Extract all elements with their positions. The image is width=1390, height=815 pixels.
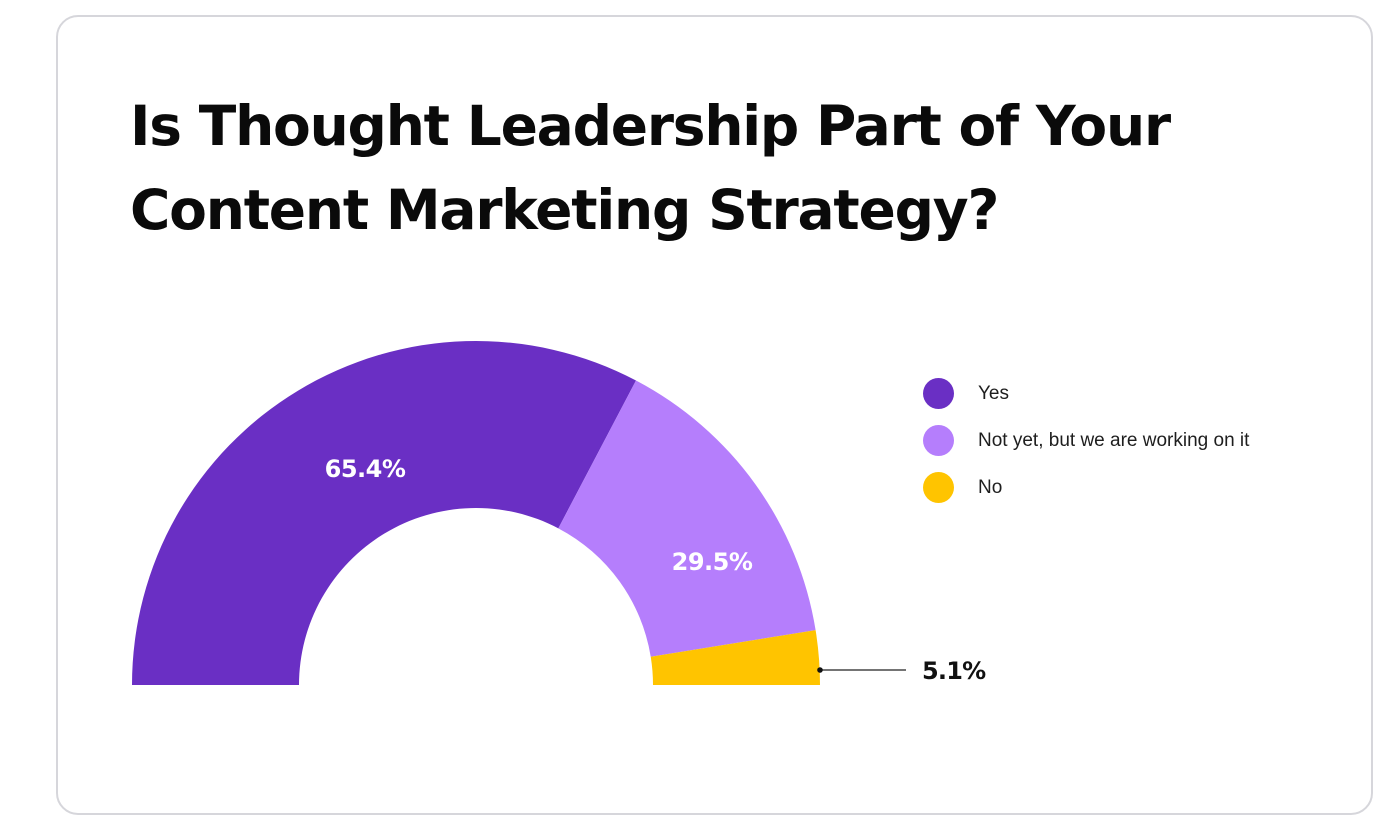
legend-dot-icon	[923, 425, 954, 456]
slice-not-yet	[558, 380, 816, 657]
slice-yes	[132, 341, 637, 685]
slice-label-not-yet: 29.5%	[671, 548, 753, 576]
legend-item-no: No	[923, 472, 1249, 503]
legend-item-yes: Yes	[923, 378, 1249, 409]
legend-dot-icon	[923, 472, 954, 503]
chart-title-line-1: Is Thought Leadership Part of Your	[130, 94, 1171, 158]
slice-label-no: 5.1%	[922, 657, 986, 685]
semi-donut-chart	[132, 341, 906, 685]
slice-no	[650, 630, 820, 685]
chart-legend: Yes Not yet, but we are working on it No	[923, 378, 1249, 519]
legend-item-not-yet: Not yet, but we are working on it	[923, 425, 1249, 456]
chart-slices	[132, 341, 820, 685]
chart-title: Is Thought Leadership Part of Your Conte…	[130, 84, 1230, 252]
chart-title-line-2: Content Marketing Strategy?	[130, 178, 999, 242]
legend-label: Yes	[978, 382, 1009, 404]
legend-label: Not yet, but we are working on it	[978, 429, 1250, 451]
slice-label-yes: 65.4%	[324, 455, 406, 483]
legend-label: No	[978, 476, 1003, 498]
legend-dot-icon	[923, 378, 954, 409]
callout-dot	[817, 667, 823, 673]
